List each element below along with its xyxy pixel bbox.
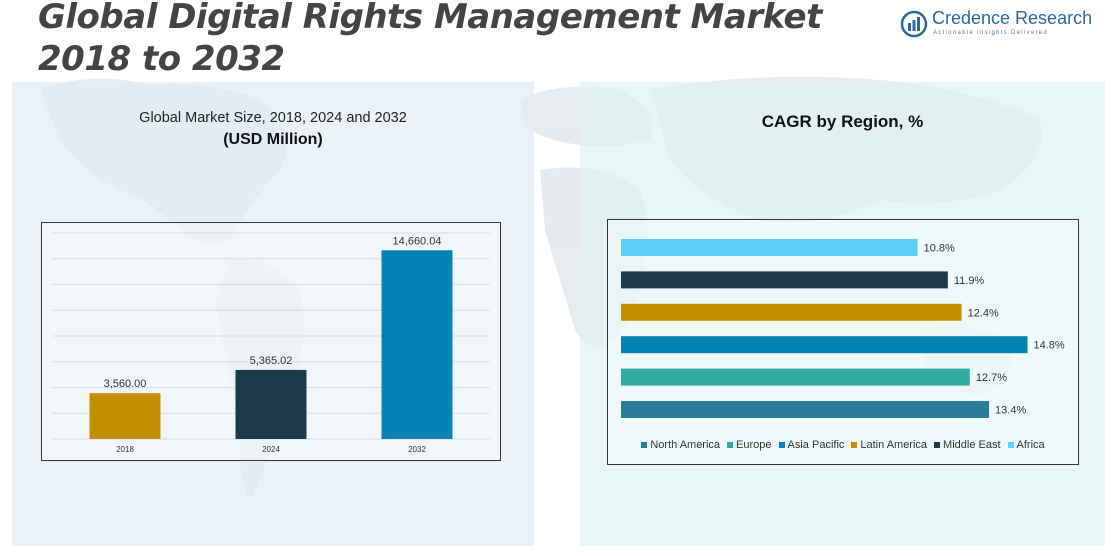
hbar-value-label: 11.9% [954,275,985,287]
market-size-subtitle: Global Market Size, 2018, 2024 and 2032 [139,110,407,126]
legend-swatch [727,442,734,448]
legend-item: Middle East [934,439,1001,451]
hbar-value-label: 12.4% [968,307,999,319]
cagr-title: CAGR by Region, % [761,112,924,131]
hbar-value-label: 14.8% [1034,340,1065,352]
hbar-value-label: 13.4% [995,405,1026,417]
legend-item: Asia Pacific [778,439,845,451]
market-size-bar-chart: 3,560.00 2018 5,365.02 2024 14,660.04 2032 [52,232,490,454]
cagr-bar-chart: 10.8% 11.9% 12.4% 14.8% 12.7% 13.4% [621,239,1065,418]
legend-swatch [641,442,648,448]
hbar-middle-east [621,271,948,289]
credence-logo-icon [900,10,928,38]
bar-2018 [89,393,161,439]
legend-label: Middle East [943,439,1001,451]
legend-item: North America [641,439,720,451]
legend-swatch [778,442,785,448]
hbar-europe [621,368,970,386]
legend-item: Latin America [851,439,927,451]
page-title: Global Digital Rights Management Market … [38,0,822,79]
logo-tagline: Actionable Insights Delivered [933,30,1049,36]
bar-value-label: 14,660.04 [393,235,442,247]
hbar-value-label: 12.7% [976,372,1007,384]
cagr-legend: North America Europe Asia Pacific Latin Ame… [607,439,1079,451]
legend-item: Africa [1007,439,1045,451]
cagr-chart: 10.8% 11.9% 12.4% 14.8% 12.7% 13.4% [607,219,1079,465]
hbar-latin-america [621,303,962,321]
x-tick-label: 2032 [408,445,426,454]
brand-logo: Credence Research Actionable Insights De… [898,8,1098,42]
legend-item: Europe [727,439,772,451]
hbar-africa [621,239,918,256]
logo-name: Credence Research [932,8,1093,28]
legend-label: Europe [736,439,772,451]
bar-value-label: 3,560.00 [104,378,147,390]
x-tick-label: 2024 [262,445,280,454]
legend-swatch [934,442,941,448]
legend-label: North America [650,439,721,451]
legend-label: Latin America [860,439,928,451]
hbar-north-america [621,401,990,418]
hbar-asia-pacific [621,336,1028,354]
market-size-unit: (USD Million) [223,131,323,148]
legend-label: Asia Pacific [787,439,845,451]
legend-label: Africa [1016,439,1045,451]
market-size-chart: 3,560.00 2018 5,365.02 2024 14,660.04 2032 [41,222,501,461]
bar-value-label: 5,365.02 [250,355,293,367]
bar-2024 [235,369,307,439]
bar-2032 [381,250,453,439]
hbar-value-label: 10.8% [924,243,955,255]
x-tick-label: 2018 [116,445,134,454]
legend-swatch [851,442,858,448]
legend-swatch [1007,442,1014,448]
